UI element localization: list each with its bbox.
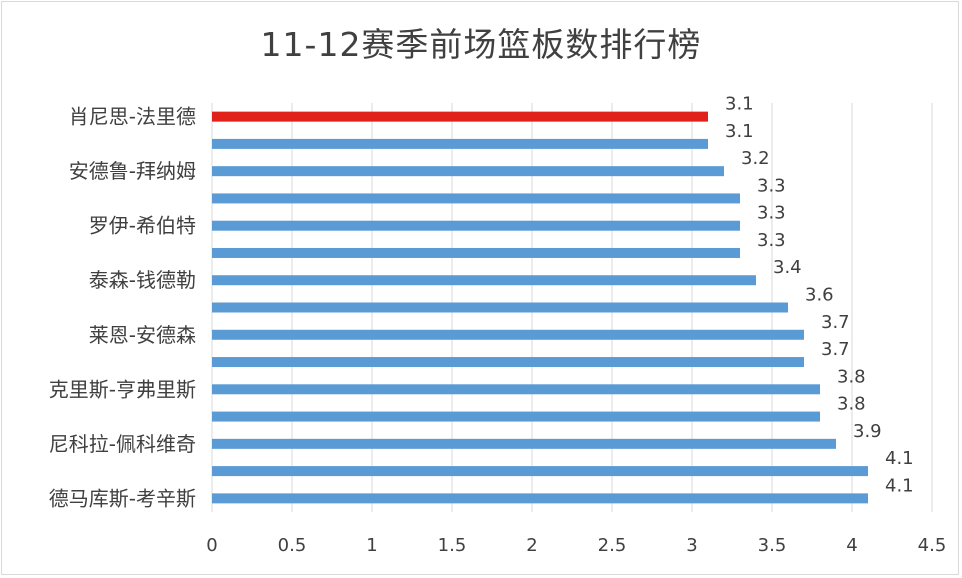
bar [212, 357, 804, 368]
data-label: 3.3 [757, 230, 786, 251]
chart-title: 11-12赛季前场篮板数排行榜 [260, 25, 702, 64]
data-label: 4.1 [885, 448, 914, 469]
category-label: 莱恩-安德森 [89, 323, 196, 347]
category-label: 克里斯-亨弗里斯 [49, 377, 196, 401]
bar [212, 329, 804, 340]
bar [212, 438, 836, 449]
data-label: 3.4 [773, 257, 802, 278]
bar [212, 411, 820, 422]
category-label: 德马库斯-考辛斯 [49, 486, 196, 510]
category-label: 安德鲁-拜纳姆 [69, 159, 196, 183]
bar [212, 138, 708, 149]
bar [212, 193, 740, 204]
data-label: 3.1 [725, 94, 754, 115]
bar [212, 466, 868, 477]
x-tick-label: 3 [686, 535, 697, 556]
bar [212, 302, 788, 313]
data-label: 3.3 [757, 175, 786, 196]
data-label: 3.7 [821, 312, 850, 333]
data-label: 3.9 [853, 421, 882, 442]
x-tick-label: 4.5 [918, 535, 947, 556]
category-label: 泰森-钱德勒 [89, 268, 196, 292]
data-label: 4.1 [885, 475, 914, 496]
bar [212, 220, 740, 231]
x-tick-label: 1 [366, 535, 377, 556]
category-label: 肖尼思-法里德 [69, 105, 196, 129]
data-label: 3.1 [725, 121, 754, 142]
x-tick-label: 0 [206, 535, 217, 556]
data-label: 3.8 [837, 394, 866, 415]
x-tick-label: 4 [846, 535, 857, 556]
category-label: 罗伊-希伯特 [89, 214, 196, 238]
x-tick-label: 0.5 [278, 535, 307, 556]
data-label: 3.6 [805, 285, 834, 306]
x-tick-label: 1.5 [438, 535, 467, 556]
data-label: 3.2 [741, 148, 770, 169]
x-tick-label: 2.5 [598, 535, 627, 556]
x-tick-label: 3.5 [758, 535, 787, 556]
data-label: 3.8 [837, 366, 866, 387]
bar [212, 493, 868, 504]
bar-highlight [212, 111, 708, 122]
data-label: 3.3 [757, 203, 786, 224]
bar [212, 247, 740, 258]
category-label: 尼科拉-佩科维奇 [49, 432, 196, 456]
x-tick-label: 2 [526, 535, 537, 556]
bar [212, 166, 724, 177]
bar [212, 275, 756, 286]
data-label: 3.7 [821, 339, 850, 360]
bar [212, 384, 820, 395]
